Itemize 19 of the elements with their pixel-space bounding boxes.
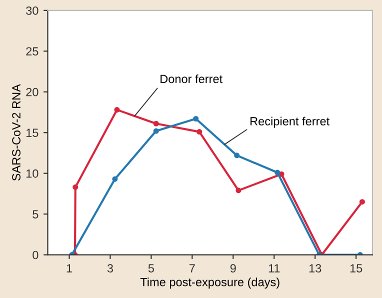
- x-tick-label: 7: [189, 264, 195, 272]
- x-tick-label: 15: [350, 264, 362, 272]
- x-tick-label: 13: [309, 264, 322, 272]
- x-tick-label: 1: [66, 264, 72, 272]
- x-tick-label: 5: [148, 264, 154, 272]
- y-tick-label: 10: [26, 169, 38, 178]
- x-tick-label: 3: [107, 264, 113, 272]
- y-tick-label: 15: [26, 128, 38, 138]
- y-axis-title: SARS-CoV-2 RNA: [12, 84, 20, 181]
- y-tick-label: 0: [32, 250, 38, 260]
- y-tick-label: 25: [26, 47, 38, 56]
- x-tick-label: 11: [268, 264, 280, 272]
- y-tick-label: 5: [32, 210, 38, 218]
- x-tick-label: 9: [230, 264, 236, 272]
- y-tick-label: 30: [26, 6, 38, 15]
- y-tick-label: 20: [26, 88, 38, 96]
- text: Recipient ferret: [250, 116, 330, 128]
- text: Donor ferret: [160, 74, 222, 84]
- x-axis-title: Time post-exposure (days): [140, 278, 280, 289]
